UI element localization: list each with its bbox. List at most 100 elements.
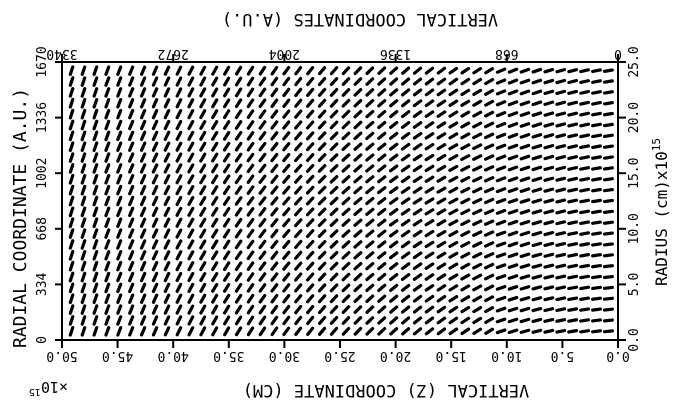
field-vector xyxy=(175,250,183,261)
field-vector xyxy=(139,250,147,261)
field-vector xyxy=(400,273,411,281)
field-vector xyxy=(329,283,339,293)
field-vector xyxy=(151,239,159,250)
field-vector xyxy=(602,155,614,160)
field-vector xyxy=(555,89,567,96)
field-vector xyxy=(365,305,375,314)
field-vector xyxy=(270,163,279,174)
field-vector xyxy=(460,327,471,336)
field-vector xyxy=(282,326,291,337)
field-vector xyxy=(199,185,207,196)
field-vector xyxy=(495,306,507,313)
field-vector xyxy=(92,239,99,250)
field-vector xyxy=(187,152,195,163)
field-vector xyxy=(306,283,315,293)
field-vector xyxy=(519,317,531,324)
field-vector xyxy=(448,295,459,303)
field-vector xyxy=(495,328,507,335)
field-vector xyxy=(591,329,603,334)
field-vector xyxy=(211,120,219,130)
field-vector xyxy=(567,144,579,150)
field-vector xyxy=(104,304,111,315)
right-tick-label: 10.0 xyxy=(627,213,642,244)
right-tick-label: 20.0 xyxy=(627,102,642,133)
field-vector xyxy=(222,109,231,120)
field-vector xyxy=(424,229,435,238)
field-vector xyxy=(187,76,195,87)
field-vector xyxy=(436,88,447,97)
field-vector xyxy=(151,206,159,217)
field-vector xyxy=(282,304,291,315)
field-vector xyxy=(294,326,303,337)
field-vector xyxy=(329,153,339,162)
field-vector xyxy=(507,328,519,335)
field-vector xyxy=(591,274,602,280)
field-vector xyxy=(495,198,507,204)
field-vector xyxy=(199,261,207,272)
field-vector xyxy=(80,152,87,163)
field-vector xyxy=(507,230,519,237)
field-vector xyxy=(377,88,387,97)
field-vector xyxy=(507,176,519,183)
field-vector xyxy=(305,120,315,130)
field-vector xyxy=(140,315,147,326)
field-vector xyxy=(472,143,483,151)
field-vector xyxy=(317,240,327,249)
field-vector xyxy=(400,142,411,151)
field-vector xyxy=(543,263,555,269)
field-vector xyxy=(317,164,327,173)
field-vector xyxy=(282,76,291,87)
field-vector xyxy=(199,174,207,185)
field-vector xyxy=(436,240,447,249)
field-vector xyxy=(602,242,614,247)
field-vector xyxy=(365,131,375,140)
field-vector xyxy=(483,208,495,216)
field-vector xyxy=(472,66,483,75)
field-vector xyxy=(246,131,255,141)
field-vector xyxy=(412,88,423,97)
field-vector xyxy=(199,152,207,163)
field-vector xyxy=(389,88,399,97)
field-vector xyxy=(567,329,579,334)
field-vector xyxy=(448,262,459,270)
field-vector xyxy=(591,198,602,204)
field-vector xyxy=(460,154,471,161)
field-vector xyxy=(353,185,363,195)
field-vector xyxy=(329,185,339,195)
field-vector xyxy=(412,218,423,227)
field-vector xyxy=(317,229,327,238)
field-vector xyxy=(305,142,315,152)
field-vector xyxy=(116,174,123,185)
field-vector xyxy=(388,240,399,249)
field-vector xyxy=(484,262,495,270)
field-vector xyxy=(353,272,363,282)
field-vector xyxy=(472,99,483,107)
field-vector xyxy=(246,76,255,87)
field-vector xyxy=(294,229,303,239)
field-vector xyxy=(258,141,267,152)
field-vector xyxy=(80,282,87,294)
field-vector xyxy=(424,164,435,173)
field-vector xyxy=(377,99,387,108)
field-vector xyxy=(341,240,351,249)
field-vector xyxy=(507,317,519,324)
field-vector xyxy=(591,68,602,74)
field-vector xyxy=(436,316,447,325)
field-vector xyxy=(400,131,411,140)
field-vector xyxy=(389,110,399,119)
field-vector xyxy=(448,316,459,325)
field-vector xyxy=(531,78,543,85)
field-vector xyxy=(234,98,243,109)
field-vector xyxy=(305,261,315,271)
field-vector xyxy=(80,108,87,120)
field-vector xyxy=(365,262,375,271)
field-vector xyxy=(258,293,267,304)
field-vector xyxy=(163,282,171,293)
field-vector xyxy=(187,250,195,261)
field-vector xyxy=(294,196,303,206)
field-vector xyxy=(211,163,219,174)
field-vector xyxy=(602,144,614,149)
field-vector xyxy=(128,250,135,261)
field-vector xyxy=(92,217,99,228)
field-vector xyxy=(128,206,135,218)
